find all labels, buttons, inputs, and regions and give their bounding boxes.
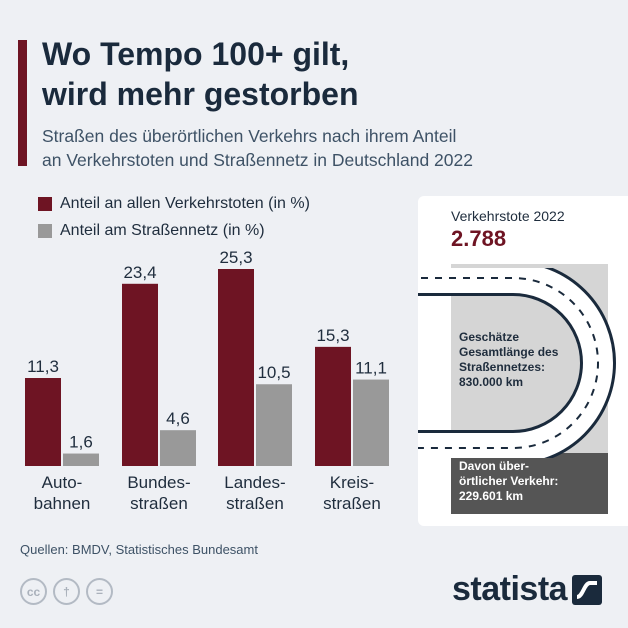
page-title: Wo Tempo 100+ gilt, wird mehr gestorben [42,36,359,112]
category-label-landesstrassen-1: Landes- [224,473,285,492]
bar-network-bundesstrassen [160,430,196,466]
through-traffic-label: Davon über- örtlicher Verkehr: [459,459,559,488]
legend-swatch-deaths [38,197,52,211]
bar-network-autobahnen [63,453,99,466]
bar-value-deaths-bundesstrassen: 23,4 [123,263,156,282]
category-label-autobahnen-1: Auto- [42,473,83,492]
bar-value-network-landesstrassen: 10,5 [257,363,290,382]
category-label-bundesstrassen-2: straßen [130,494,188,513]
category-label-landesstrassen-2: straßen [226,494,284,513]
bar-value-network-bundesstrassen: 4,6 [166,409,190,428]
network-length-label: Geschätze Gesamtlänge des Straßennetzes: [459,330,559,374]
bar-value-network-kreisstrassen: 11,1 [355,359,387,378]
card-fatalities-value: 2.788 [451,226,507,251]
bar-deaths-bundesstrassen [122,283,158,466]
nd-icon[interactable]: = [86,578,113,605]
category-label-kreisstrassen-1: Kreis- [330,473,374,492]
statista-logo-icon [572,574,603,605]
legend-label-deaths: Anteil an allen Verkehrstoten (in %) [60,195,310,212]
bar-chart: 11,3 1,6 Auto-bahnen 23,4 4,6 Bundes-straßen 2… [25,248,389,513]
category-label-kreisstrassen-2: straßen [323,494,381,513]
card-fatalities-label: Verkehrstote 2022 [451,208,565,224]
through-traffic-value: 229.601 km [459,489,524,503]
legend-label-network: Anteil am Straßennetz (in %) [60,222,265,239]
category-label-autobahnen-2: bahnen [34,494,91,513]
bar-deaths-kreisstrassen [315,346,351,466]
fatalities-card: Verkehrstote 2022 2.788 Geschätze Gesamt… [418,196,628,526]
network-length-value: 830.000 km [459,375,524,389]
source-note: Quellen: BMDV, Statistisches Bundesamt [20,542,258,557]
cc-icon[interactable]: cc [20,578,47,605]
page-subtitle: Straßen des überörtlichen Verkehrs nach … [42,126,473,170]
through-traffic-text: Davon über- örtlicher Verkehr: 229.601 k… [459,459,558,504]
legend-item-deaths: Anteil an allen Verkehrstoten (in %) [38,192,310,216]
road-curve-icon [418,268,616,458]
bar-value-deaths-landesstrassen: 25,3 [219,248,252,267]
bar-value-network-autobahnen: 1,6 [69,433,93,452]
legend-swatch-network [38,224,52,238]
through-traffic-column [451,453,608,514]
category-label-bundesstrassen-1: Bundes- [127,473,190,492]
statista-logo[interactable]: statista [452,570,603,609]
bar-value-deaths-autobahnen: 11,3 [27,357,59,376]
license-icons: cc † = [20,578,119,605]
legend-item-network: Anteil am Straßennetz (in %) [38,219,310,243]
title-accent-bar [18,40,27,166]
bar-value-deaths-kreisstrassen: 15,3 [316,326,349,345]
by-icon[interactable]: † [53,578,80,605]
bar-network-kreisstrassen [353,379,389,466]
network-length-text: Geschätze Gesamtlänge des Straßennetzes:… [459,330,558,390]
statista-logo-text: statista [452,570,568,608]
bar-deaths-autobahnen [25,378,61,466]
bar-deaths-landesstrassen [218,269,254,466]
chart-legend: Anteil an allen Verkehrstoten (in %) Ant… [38,192,310,246]
bar-network-landesstrassen [256,384,292,466]
